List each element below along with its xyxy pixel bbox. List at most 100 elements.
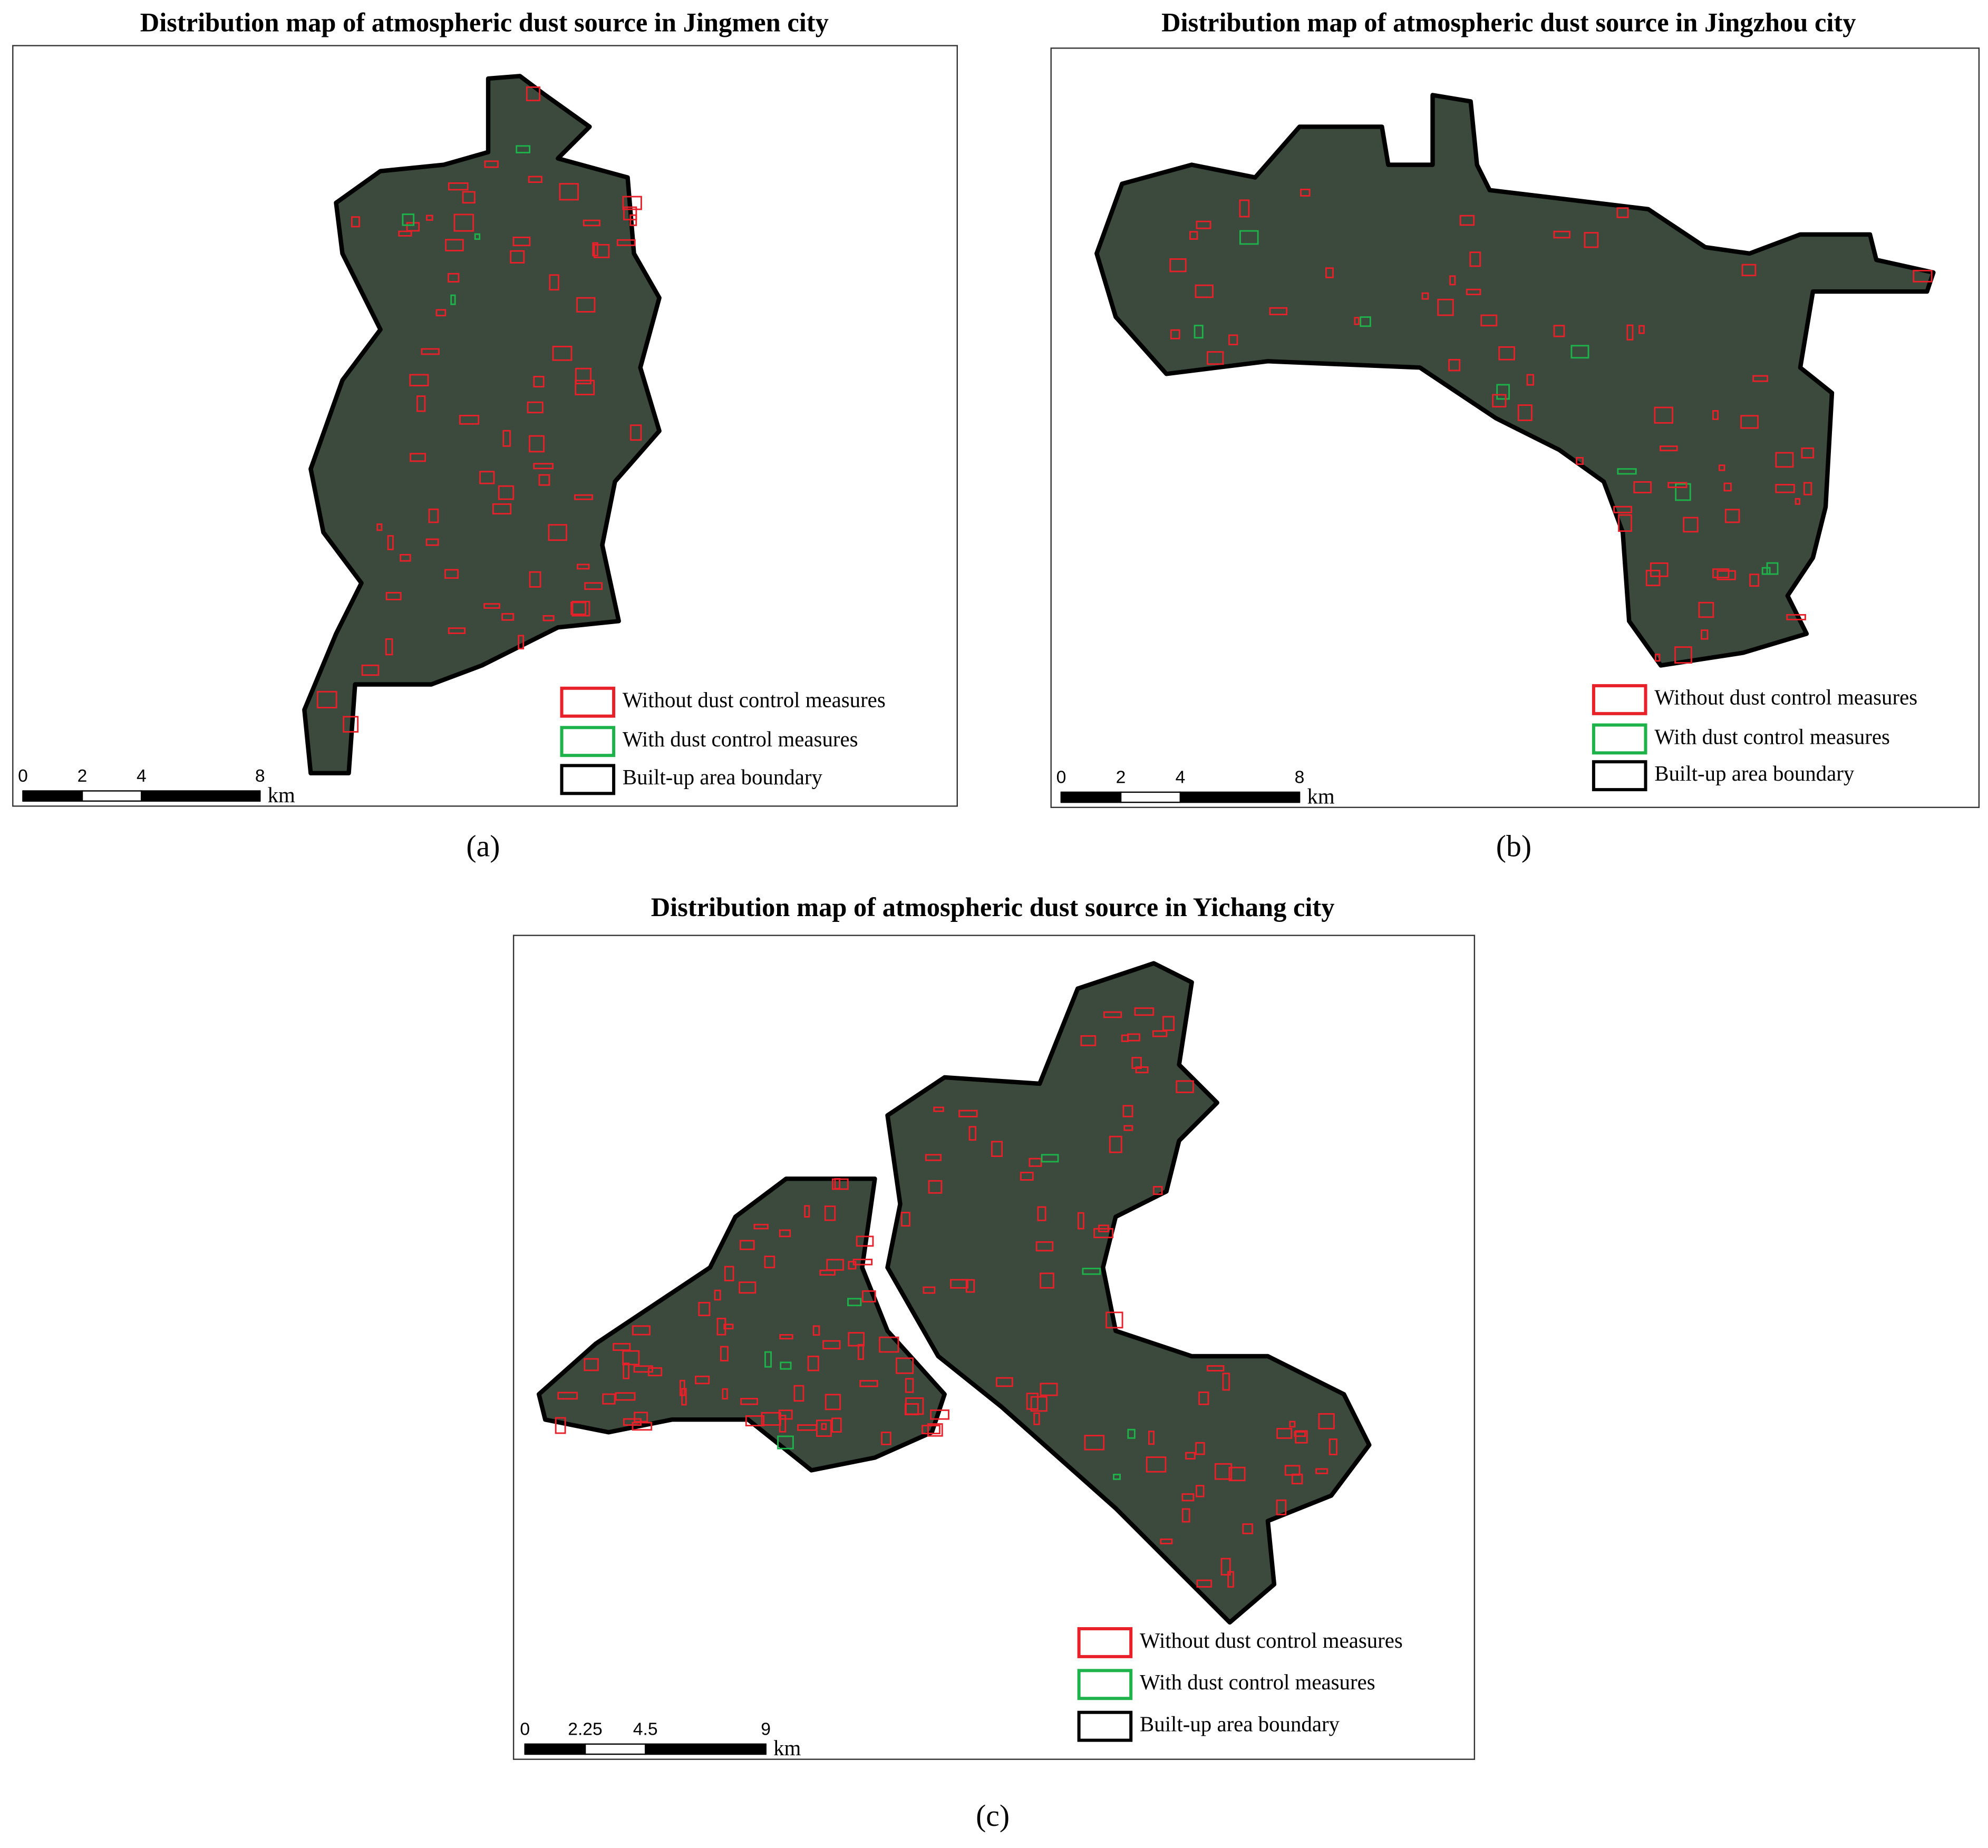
dust-source	[1035, 1241, 1054, 1252]
dust-source	[1109, 1135, 1122, 1153]
dust-source	[622, 196, 642, 210]
dust-source	[1131, 1057, 1142, 1069]
dust-source	[848, 1332, 865, 1347]
dust-source	[1189, 231, 1198, 240]
dust-source	[615, 1392, 636, 1401]
dust-source	[1570, 345, 1589, 359]
legend-label: With dust control measures	[1654, 725, 1890, 748]
scale-bar-segment	[22, 790, 83, 802]
legend-key	[560, 726, 616, 757]
legend-key	[1592, 760, 1647, 792]
scale-bar-segment	[584, 1743, 646, 1755]
dust-source	[425, 538, 439, 546]
dust-source	[905, 1378, 914, 1393]
dust-source	[398, 230, 412, 237]
dust-source	[1033, 1412, 1040, 1425]
dust-source	[797, 1424, 818, 1431]
dust-source	[571, 600, 590, 617]
dust-source	[533, 376, 545, 388]
dust-source	[548, 524, 567, 541]
map-title: Distribution map of atmospheric dust sou…	[140, 8, 829, 37]
dust-source	[1466, 288, 1481, 296]
dust-source	[804, 1205, 810, 1218]
dust-source	[584, 1358, 599, 1372]
scale-bar-segment	[524, 1743, 586, 1755]
dust-source	[527, 401, 544, 414]
dust-source	[857, 1344, 864, 1360]
dust-source	[448, 627, 466, 634]
scale-bar-segment	[645, 1743, 767, 1755]
dust-source	[316, 690, 337, 708]
dust-source	[1093, 1228, 1114, 1239]
dust-source	[1020, 1172, 1034, 1181]
dust-source	[559, 183, 579, 201]
legend-key	[560, 686, 616, 718]
dust-source	[1786, 614, 1806, 620]
dust-source	[1134, 1007, 1155, 1016]
dust-source	[724, 1266, 734, 1281]
dust-source	[925, 1154, 942, 1161]
dust-source	[633, 1365, 653, 1373]
scale-bar-label: 4	[1176, 767, 1186, 787]
dust-source	[1724, 509, 1740, 523]
legend-label: Without dust control measures	[1140, 1629, 1403, 1652]
dust-source	[1480, 314, 1498, 327]
dust-source	[753, 1223, 769, 1230]
dust-source	[425, 215, 433, 221]
dust-source	[1584, 232, 1599, 248]
dust-source	[1181, 1493, 1195, 1502]
dust-source	[1082, 1268, 1101, 1275]
dust-source	[632, 1325, 651, 1336]
scale-bar-label: 0	[18, 766, 28, 786]
scale-bar-label: 4	[137, 766, 147, 786]
dust-source	[1801, 447, 1815, 459]
dust-source	[716, 1318, 726, 1336]
dust-source	[1169, 258, 1187, 273]
dust-source	[1775, 452, 1794, 468]
dust-source	[1239, 230, 1259, 245]
scale-bar-label: 2	[1116, 767, 1126, 787]
dust-source	[1645, 569, 1661, 587]
scale-bar-label: 0	[520, 1719, 530, 1739]
dust-source	[1207, 1365, 1225, 1372]
dust-source	[847, 1298, 862, 1307]
dust-source	[1080, 1035, 1097, 1046]
dust-source	[529, 571, 541, 588]
dust-source	[1576, 456, 1584, 465]
dust-source	[629, 214, 637, 226]
dust-source	[780, 1361, 792, 1370]
dust-source	[361, 664, 380, 676]
dust-source	[958, 1110, 978, 1117]
dust-source	[1717, 570, 1736, 580]
dust-source	[822, 1340, 841, 1349]
dust-source	[824, 1205, 836, 1221]
dust-source	[779, 1415, 787, 1433]
dust-source	[574, 494, 593, 500]
dust-source	[1448, 359, 1461, 372]
dust-source	[1325, 267, 1334, 278]
dust-source	[1123, 1125, 1133, 1131]
dust-source	[825, 1394, 841, 1411]
dust-source	[518, 635, 525, 650]
panel-label: (a)	[466, 830, 500, 863]
dust-source	[1775, 484, 1795, 493]
dust-source	[881, 1432, 891, 1445]
dust-source	[602, 1393, 616, 1405]
dust-source	[1160, 1538, 1173, 1544]
dust-source	[409, 374, 429, 387]
dust-source	[1276, 1499, 1287, 1515]
dust-source	[1749, 573, 1760, 587]
dust-source	[723, 1324, 734, 1330]
dust-source	[1633, 481, 1652, 493]
dust-source	[930, 1409, 949, 1420]
dust-source	[1723, 482, 1732, 492]
dust-source	[1740, 415, 1759, 429]
dust-source	[1674, 646, 1692, 664]
dust-source	[821, 1423, 827, 1430]
dust-source	[1220, 1558, 1231, 1576]
dust-source	[1227, 1571, 1234, 1588]
dust-source	[538, 474, 550, 486]
city-area	[1094, 93, 1936, 668]
dust-source	[1517, 404, 1533, 421]
legend-key	[1077, 1627, 1133, 1658]
